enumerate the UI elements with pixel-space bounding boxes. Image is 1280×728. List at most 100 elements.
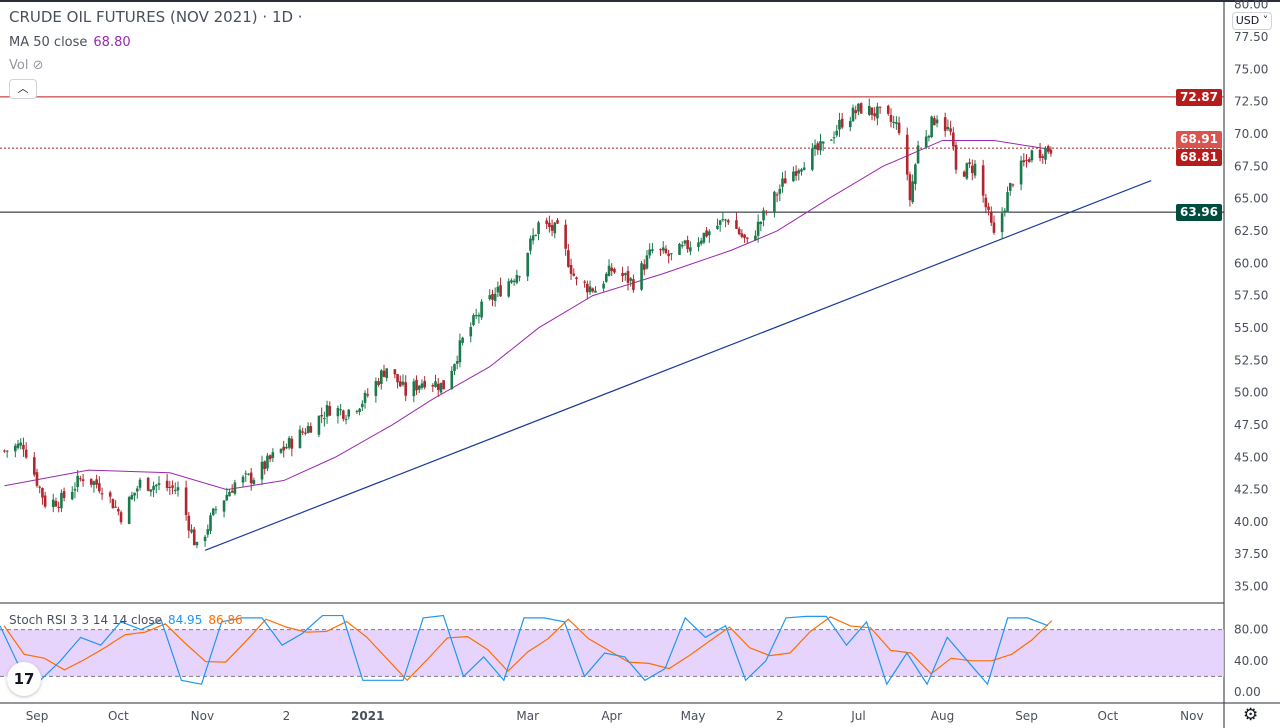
candle <box>602 280 605 292</box>
candle <box>54 497 58 508</box>
candle <box>526 252 529 282</box>
candle <box>949 120 952 136</box>
candle-body <box>718 220 722 225</box>
candle <box>775 192 779 203</box>
candle <box>154 483 158 494</box>
candle <box>515 269 519 285</box>
candle-body <box>453 364 456 372</box>
candle-body <box>146 477 150 491</box>
candle <box>629 276 633 287</box>
candle <box>759 221 763 232</box>
candle-body <box>943 117 947 131</box>
candle-body <box>716 225 719 229</box>
candle-body <box>813 145 817 150</box>
candle-body <box>301 431 304 433</box>
candle <box>895 116 898 130</box>
candle-body <box>176 487 180 491</box>
candle-body <box>970 165 974 173</box>
candle-body <box>439 382 443 393</box>
candle-body <box>553 222 557 234</box>
tradingview-logo[interactable]: 17 <box>7 662 41 696</box>
candle <box>927 134 931 142</box>
candle <box>930 115 933 139</box>
candle <box>173 482 177 495</box>
chevron-up-icon: ︿ <box>17 82 29 95</box>
candle <box>225 487 229 502</box>
candle <box>594 286 597 293</box>
candle <box>813 139 817 157</box>
time-tick: 2021 <box>351 709 384 723</box>
candle <box>935 115 939 128</box>
candle-body <box>512 280 516 282</box>
candle <box>320 407 323 424</box>
candle-body <box>249 472 253 484</box>
candle-body <box>24 449 28 458</box>
candle-body <box>16 443 20 448</box>
symbol-title[interactable]: CRUDE OIL FUTURES (NOV 2021) · 1D · <box>9 8 303 26</box>
candle-body <box>705 230 708 237</box>
candle-body <box>632 279 635 291</box>
candle <box>22 437 25 457</box>
candle-body <box>897 122 901 134</box>
candle <box>336 405 340 424</box>
stoch-tick: 0.00 <box>1234 685 1261 699</box>
candle-body <box>623 273 627 276</box>
candle <box>924 130 928 150</box>
candle <box>849 116 852 132</box>
candle-body <box>783 178 787 184</box>
candle <box>716 218 719 230</box>
collapse-legend-button[interactable]: ︿ <box>9 79 37 99</box>
candle <box>607 259 611 277</box>
candle <box>323 411 326 427</box>
candle <box>867 98 871 116</box>
candle <box>507 278 511 298</box>
settings-gear-icon[interactable]: ⚙ <box>1243 705 1259 725</box>
candle <box>222 500 226 518</box>
candle-body <box>38 486 42 488</box>
candle-body <box>98 483 101 492</box>
candle-body <box>973 163 977 176</box>
candle <box>342 409 345 422</box>
eye-crossed-icon[interactable]: ⊘ <box>32 58 44 73</box>
candle <box>266 453 269 472</box>
candle-body <box>567 250 570 267</box>
candle <box>914 163 917 191</box>
ma-legend[interactable]: MA 50 close 68.80 <box>9 34 131 51</box>
candle-body <box>385 368 389 379</box>
candle <box>529 235 532 255</box>
candle <box>469 322 473 343</box>
candle <box>366 388 370 398</box>
candle-body <box>556 220 559 224</box>
candle <box>14 443 17 458</box>
candle <box>680 241 684 249</box>
candle-body <box>1038 149 1042 158</box>
candle <box>439 382 443 394</box>
candle-body <box>588 286 592 293</box>
candle-body <box>225 494 229 501</box>
stoch-legend[interactable]: Stoch RSI 3 3 14 14 close 84.95 86.86 <box>9 613 243 628</box>
candle-body <box>952 132 955 147</box>
candle <box>374 377 378 403</box>
candle <box>268 454 272 463</box>
price-tick: 52.50 <box>1234 353 1268 367</box>
candle <box>569 258 573 281</box>
candle <box>859 102 863 114</box>
candle <box>317 415 321 438</box>
candle <box>241 474 245 488</box>
candle <box>404 375 407 402</box>
candle <box>491 289 494 307</box>
currency-selector[interactable]: USD ˅ <box>1232 12 1272 30</box>
vol-legend[interactable]: Vol ⊘ <box>9 57 44 74</box>
candle <box>298 425 302 449</box>
candle-body <box>136 488 139 492</box>
time-tick: Nov <box>191 709 214 723</box>
candle-body <box>168 486 172 488</box>
candle-body <box>699 240 703 244</box>
candle <box>797 168 801 181</box>
candle-body <box>211 508 215 515</box>
candle <box>905 127 909 181</box>
candle-body <box>70 491 74 500</box>
candle <box>287 436 291 450</box>
candle <box>545 217 548 230</box>
